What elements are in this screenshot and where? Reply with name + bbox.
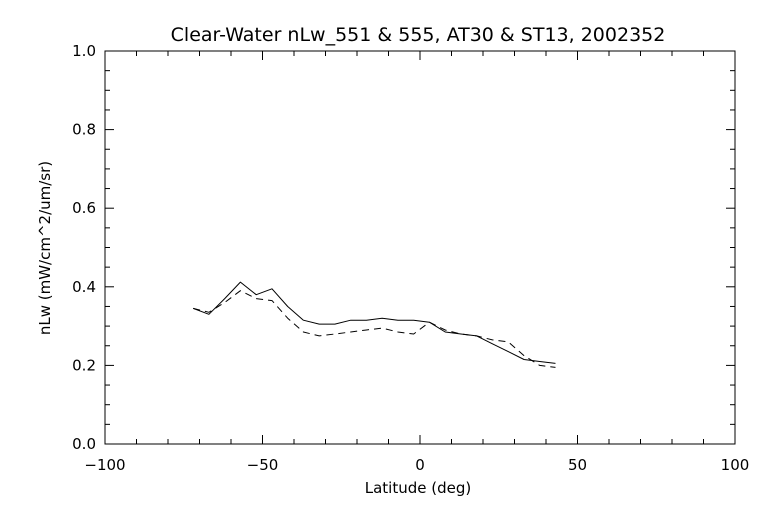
y-tick-label: 0.2 [72, 356, 96, 374]
series-layer [193, 281, 556, 368]
x-tick-label: −100 [84, 456, 125, 474]
x-tick-label: 100 [721, 456, 750, 474]
series-line-solid [193, 281, 556, 364]
x-tick-label: 0 [415, 456, 425, 474]
chart-title: Clear-Water nLw_551 & 555, AT30 & ST13, … [171, 24, 666, 46]
x-axis-label: Latitude (deg) [365, 479, 471, 497]
y-tick-label: 0.0 [72, 435, 96, 453]
y-tick-labels: 0.0 0.2 0.4 0.6 0.8 1.0 [72, 42, 96, 453]
y-axis-label: nLw (mW/cm^2/um/sr) [36, 161, 54, 335]
y-tick-label: 1.0 [72, 42, 96, 60]
y-tick-label: 0.6 [72, 199, 96, 217]
x-tick-labels: −100 −50 0 50 100 [84, 456, 749, 474]
y-tick-label: 0.8 [72, 121, 96, 139]
y-tick-label: 0.4 [72, 278, 96, 296]
plot-frame [104, 50, 736, 445]
x-tick-label: −50 [247, 456, 279, 474]
series-line-dashed [193, 290, 556, 368]
x-tick-label: 50 [568, 456, 587, 474]
axis-ticks [104, 50, 736, 445]
